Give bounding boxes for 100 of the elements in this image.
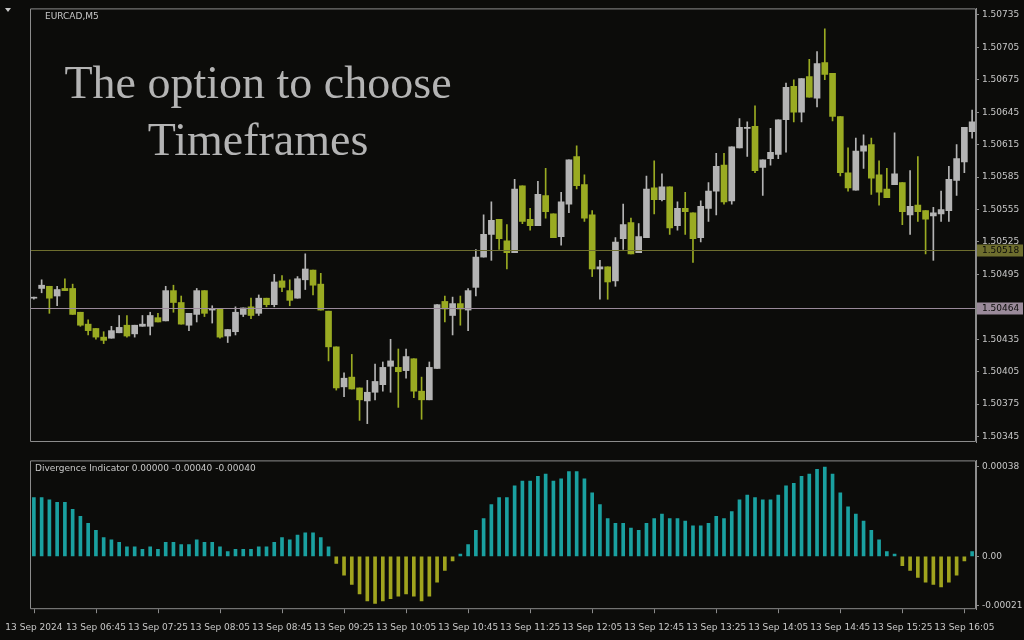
bar: [497, 497, 501, 557]
bar: [722, 518, 726, 557]
bar: [303, 532, 308, 557]
bar: [753, 497, 757, 557]
bar: [683, 520, 688, 557]
x-tick-label: 13 Sep 14:45: [810, 621, 871, 632]
bar: [760, 499, 765, 557]
bar: [869, 530, 874, 557]
bar: [156, 548, 160, 557]
bar: [853, 513, 858, 557]
x-tick-label: 13 Sep 10:45: [438, 621, 499, 632]
y-tick-label: 1.50735: [982, 9, 1020, 20]
x-tick-label: 13 Sep 08:45: [251, 621, 313, 632]
x-tick-label: 13 Sep 10:05: [376, 621, 437, 632]
candlestick: [650, 160, 658, 215]
y-tick-label: -0.00021: [982, 600, 1023, 611]
y-tick-label: 1.50705: [982, 41, 1020, 52]
bar: [714, 516, 719, 557]
bar: [807, 473, 812, 557]
bar: [280, 537, 284, 557]
bar: [225, 551, 230, 557]
bar: [396, 556, 401, 597]
bar: [776, 494, 781, 557]
bar: [218, 546, 222, 557]
bar: [373, 556, 377, 604]
bar: [660, 513, 664, 557]
x-tick-label: 13 Sep 07:25: [127, 621, 188, 632]
candlestick: [394, 348, 402, 408]
bar: [652, 518, 657, 557]
bar: [567, 471, 571, 557]
bar: [947, 556, 951, 583]
bar: [194, 539, 199, 557]
bar: [210, 541, 215, 557]
bar: [505, 497, 509, 557]
y-tick-label: 0.00038: [982, 461, 1020, 472]
bar: [466, 544, 470, 557]
bar: [791, 483, 796, 557]
bar: [605, 518, 610, 557]
bar: [691, 525, 695, 557]
y-tick-label: 1.50405: [982, 366, 1020, 377]
bar: [55, 501, 59, 557]
bar: [877, 539, 881, 557]
x-tick-label: 13 Sep 16:05: [934, 621, 995, 632]
bar: [598, 504, 602, 557]
bar: [63, 501, 67, 557]
bar: [86, 523, 90, 557]
x-tick-label: 13 Sep 11:25: [500, 621, 561, 632]
bar: [916, 556, 920, 578]
bar: [435, 556, 439, 583]
bar: [745, 494, 750, 557]
bar: [667, 518, 672, 557]
bar: [380, 556, 385, 602]
bar: [939, 556, 943, 588]
bar: [179, 544, 184, 557]
x-tick-label: 13 Sep 12:05: [562, 621, 623, 632]
x-tick-label: 13 Sep 14:05: [748, 621, 809, 632]
bar: [636, 530, 641, 557]
bar: [621, 523, 626, 557]
bar: [117, 541, 121, 557]
bar: [287, 539, 292, 557]
y-tick-label: 1.50585: [982, 171, 1020, 182]
y-tick-label: 1.50345: [982, 430, 1020, 441]
chart-title: EURCAD,M5: [45, 11, 99, 22]
y-tick-label: 1.50615: [982, 138, 1020, 149]
bar: [443, 556, 447, 571]
candlestick: [759, 159, 767, 196]
x-tick-label: 13 Sep 2024: [5, 621, 63, 632]
bar: [365, 556, 370, 602]
bar: [474, 530, 478, 557]
bar: [249, 548, 253, 557]
bar: [908, 556, 912, 571]
y-tick-label: 1.50525: [982, 236, 1020, 247]
bar: [256, 546, 261, 557]
bar: [125, 546, 129, 557]
bar: [272, 541, 277, 557]
x-tick-label: 13 Sep 08:05: [189, 621, 251, 632]
bar: [311, 532, 315, 557]
x-tick-label: 13 Sep 15:25: [872, 621, 933, 632]
bar: [559, 478, 563, 557]
y-tick-label: 1.50675: [982, 74, 1020, 85]
annotation: The option to choose Timeframes: [64, 57, 452, 166]
bar: [342, 556, 346, 576]
bar: [318, 537, 323, 557]
ref-line-label: 1.50518: [982, 244, 1020, 255]
bar: [132, 546, 137, 557]
bar: [163, 541, 168, 557]
bar: [536, 476, 540, 557]
bar: [528, 480, 532, 557]
x-tick-label: 13 Sep 06:45: [65, 621, 126, 632]
bar: [838, 492, 843, 557]
bar: [334, 556, 339, 564]
y-tick-label: 1.50375: [982, 398, 1020, 409]
x-tick-label: 13 Sep 12:45: [624, 621, 685, 632]
x-tick-label: 13 Sep 09:25: [314, 621, 375, 632]
bar: [698, 525, 703, 557]
bar: [187, 544, 191, 557]
bar: [815, 469, 819, 557]
bar: [784, 485, 788, 557]
y-tick-label: 1.50435: [982, 333, 1020, 344]
bar: [349, 556, 354, 585]
